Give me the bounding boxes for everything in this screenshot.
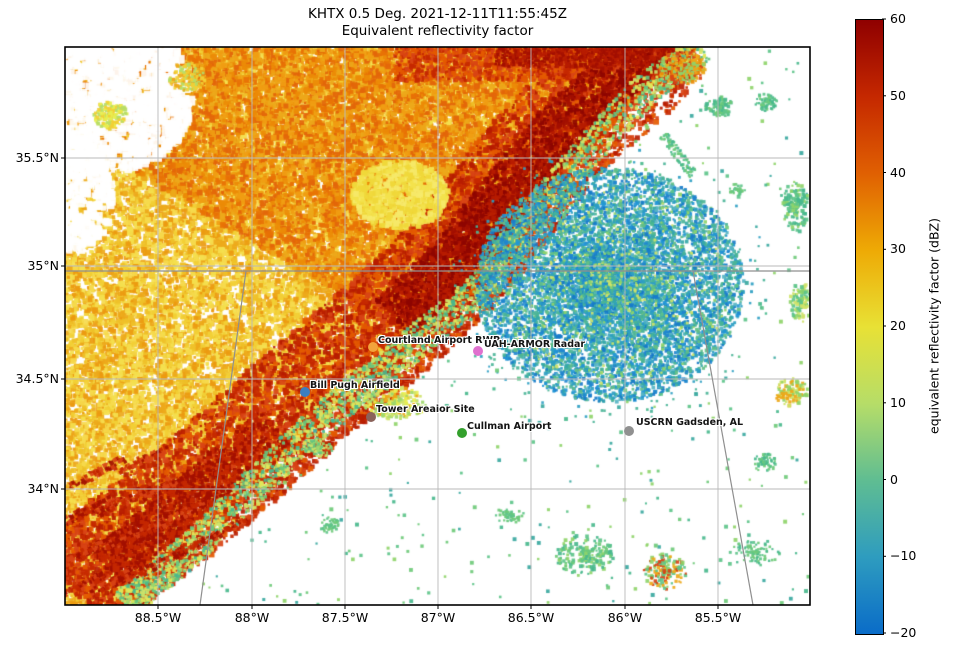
station-dot	[473, 346, 483, 356]
colorbar-tick-label: −20	[890, 625, 917, 640]
y-tick-label: 34.5°N	[15, 371, 59, 386]
x-tick-label: 85.5°W	[694, 610, 742, 625]
station-label: UAH-ARMOR Radar	[484, 339, 586, 350]
radar-echo-canvas	[65, 47, 810, 605]
station-label: Cullman Airport	[467, 421, 552, 432]
colorbar-tick-label: −10	[890, 548, 917, 564]
colorbar-tick-label: 40	[890, 164, 906, 180]
station-dot	[368, 342, 378, 352]
station-dot	[624, 426, 634, 436]
station-label: Courtland Airport RWP	[378, 335, 500, 346]
station-dot	[366, 412, 376, 422]
station-label: Bill Pugh Airfield	[310, 380, 400, 391]
x-tick-label: 87°W	[420, 610, 456, 625]
station-dot	[300, 387, 310, 397]
colorbar-tick-label: 60	[890, 11, 906, 26]
chart-subtitle: Equivalent reflectivity factor	[341, 23, 534, 39]
x-tick-label: 86°W	[607, 610, 643, 625]
y-tick-label: 35.5°N	[15, 150, 59, 165]
colorbar-tick-label: 50	[890, 87, 906, 103]
station-dot	[457, 428, 467, 438]
colorbar-tick-label: 0	[890, 471, 898, 487]
x-tick-label: 88°W	[234, 610, 270, 625]
y-tick-label: 34°N	[27, 481, 59, 496]
colorbar-tick-label: 30	[890, 241, 906, 257]
colorbar-tick-label: 10	[890, 394, 906, 410]
colorbar-tick-label: 20	[890, 318, 906, 333]
y-tick-label: 35°N	[27, 258, 59, 273]
station-label: USCRN Gadsden, AL	[636, 417, 744, 428]
chart-title: KHTX 0.5 Deg. 2021-12-11T11:55:45Z	[308, 6, 567, 22]
x-tick-label: 88.5°W	[134, 610, 182, 625]
colorbar-gradient	[855, 19, 884, 635]
station-label: Tower Areaior Site	[376, 404, 475, 415]
x-tick-label: 87.5°W	[321, 610, 369, 625]
x-tick-label: 86.5°W	[507, 610, 555, 625]
colorbar-axis-label: equivalent reflectivity factor (dBZ)	[926, 218, 942, 434]
